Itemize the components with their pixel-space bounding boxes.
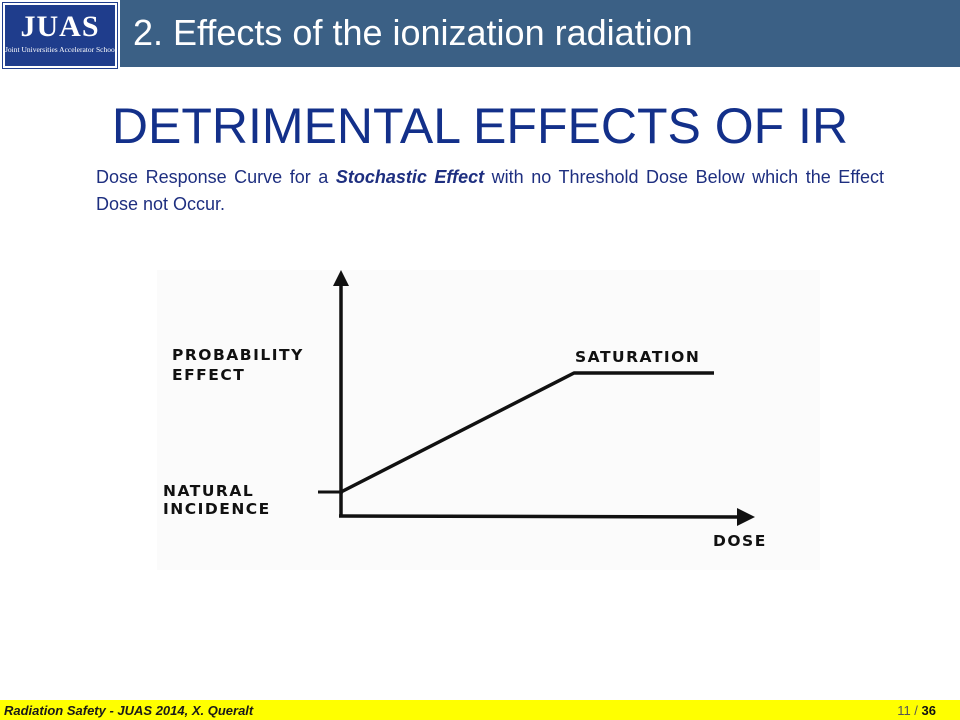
section-title: 2. Effects of the ionization radiation: [133, 12, 693, 53]
figure-caption: Dose Response Curve for a Stochastic Eff…: [96, 164, 884, 218]
footer-bar: [0, 700, 960, 720]
natural-incidence-label-line1: NATURAL: [163, 482, 254, 500]
caption-text-end: with no Threshold Dose Below which the E…: [96, 167, 885, 214]
dose-response-figure: PROBABILITY EFFECT SATURATION NATURAL IN…: [157, 270, 820, 570]
saturation-label: SATURATION: [575, 348, 700, 366]
response-curve: [340, 371, 714, 494]
caption-emphasis: Stochastic Effect: [335, 167, 485, 187]
header-bar: [0, 0, 960, 67]
logo-sub-text: Joint Universities Accelerator School: [5, 45, 117, 54]
y-axis-label-line2: EFFECT: [172, 366, 245, 384]
logo-main-text: JUAS: [20, 10, 100, 43]
footer-credit: Radiation Safety - JUAS 2014, X. Queralt: [4, 703, 254, 718]
natural-incidence-label-line2: INCIDENCE: [163, 500, 271, 518]
page-current: 11 /: [897, 703, 922, 718]
juas-logo: JUAS Joint Universities Accelerator Scho…: [0, 0, 120, 71]
page-number: 11 / 36: [897, 702, 936, 720]
y-axis-label-line1: PROBABILITY: [172, 346, 304, 364]
slide-title: DETRIMENTAL EFFECTS OF IR: [111, 98, 849, 154]
x-axis: [338, 514, 742, 519]
x-axis-label: DOSE: [713, 532, 767, 550]
caption-text-start: Dose Response Curve for a: [96, 167, 336, 187]
dose-response-chart: PROBABILITY EFFECT SATURATION NATURAL IN…: [163, 270, 767, 550]
logo-emblem: JUAS Joint Universities Accelerator Scho…: [2, 2, 118, 69]
x-axis-arrow: [737, 508, 755, 526]
page-total: 36: [921, 703, 936, 718]
y-axis-arrow: [333, 270, 349, 286]
